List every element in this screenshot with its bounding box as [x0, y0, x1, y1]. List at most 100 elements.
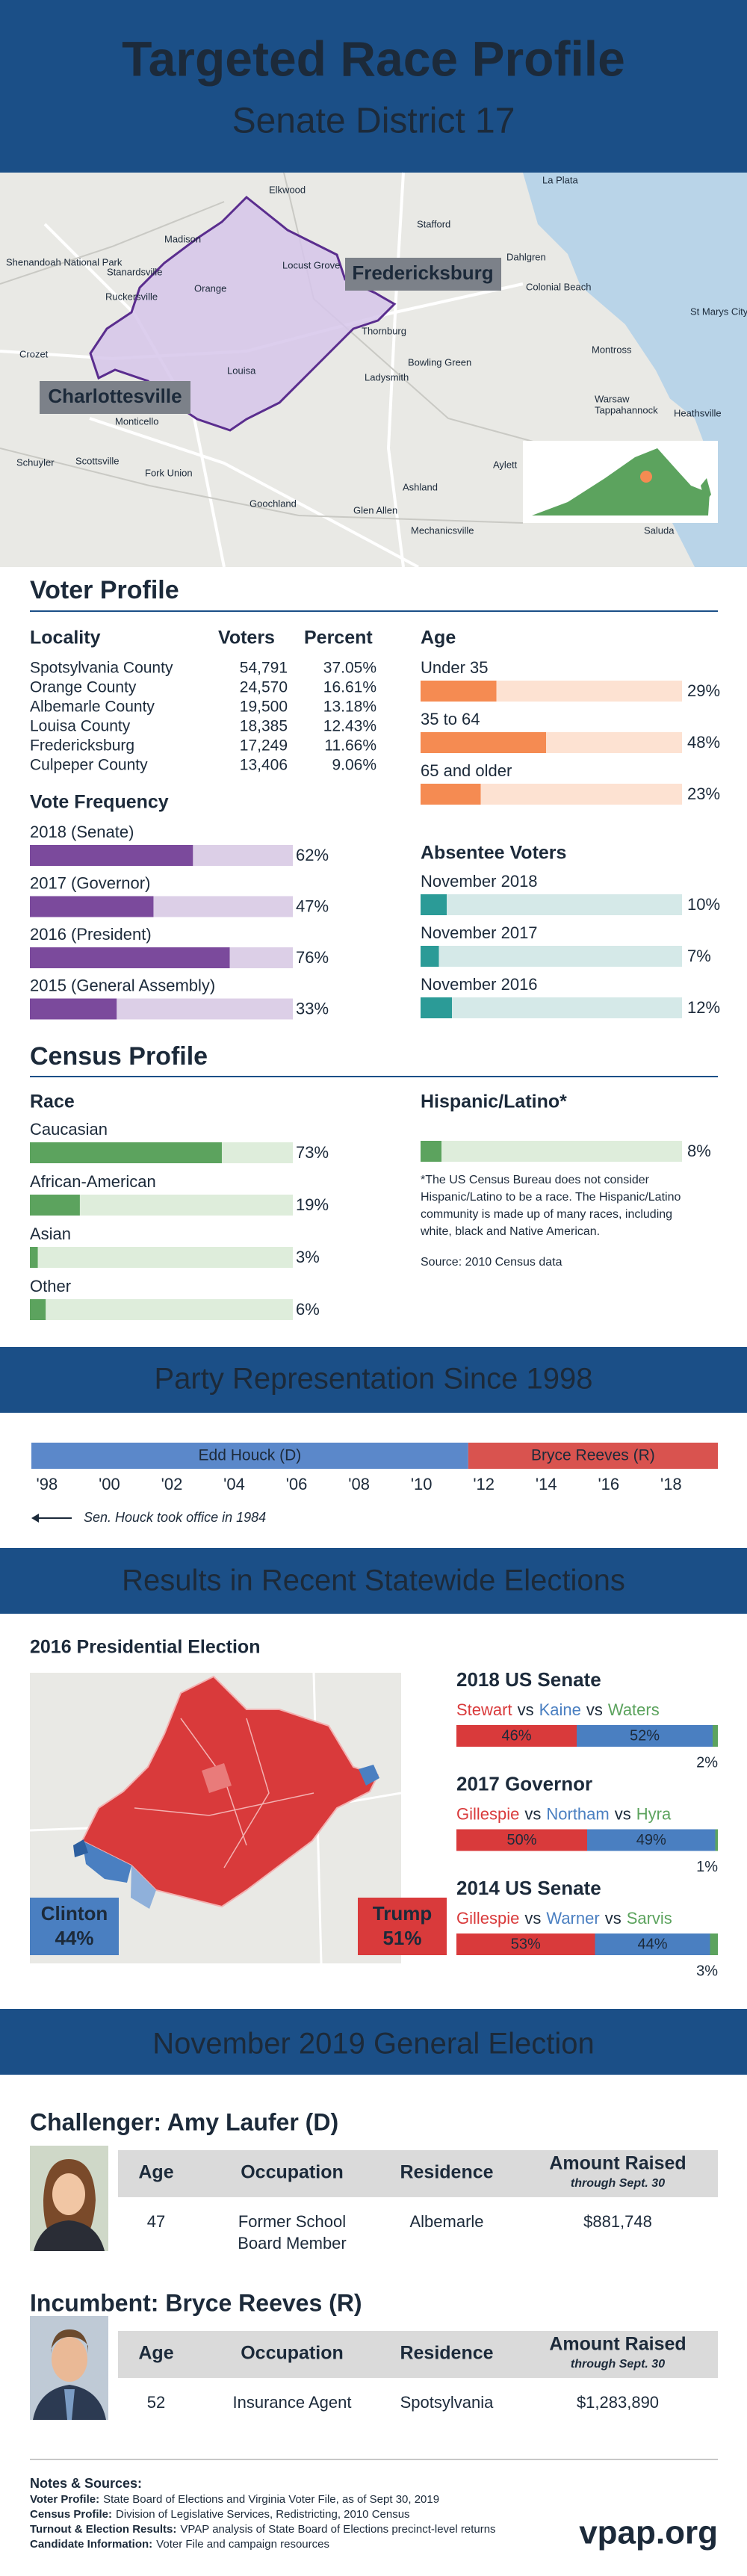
note-label: Voter Profile: — [30, 2493, 99, 2506]
note-line: Candidate Information: Voter File and cam… — [30, 2538, 329, 2551]
column-header: Voters — [218, 628, 275, 648]
map-place: La Plata — [542, 174, 578, 185]
race-candidates: Gillespie vs Northam vs Hyra — [456, 1804, 672, 1823]
connector: vs — [605, 1909, 622, 1928]
bar-label: 65 and older — [421, 761, 512, 780]
candidate-name: Hyra — [636, 1804, 672, 1823]
x-tick-label: '12 — [473, 1475, 495, 1493]
race-candidates: Stewart vs Kaine vs Waters — [456, 1700, 660, 1719]
section-band — [0, 1347, 747, 1413]
bar — [30, 998, 117, 1020]
bar — [30, 896, 154, 917]
value-label: 49% — [636, 1832, 666, 1848]
value-label: 12% — [687, 998, 720, 1017]
column-note: through Sept. 30 — [571, 2358, 665, 2371]
connector: vs — [615, 1804, 631, 1823]
bar-label: 2018 (Senate) — [30, 823, 134, 841]
column-header: Occupation — [241, 2162, 344, 2183]
column-header: Residence — [400, 2343, 493, 2364]
value-label: 2% — [696, 1754, 718, 1771]
bar — [421, 894, 447, 915]
map-place: Scottsville — [75, 455, 120, 466]
x-tick-label: '04 — [223, 1475, 245, 1493]
column-header: Amount Raised — [549, 2153, 686, 2174]
table-cell: 19,500 — [240, 699, 288, 716]
inset-state — [532, 448, 710, 515]
note-line: Census Profile: Division of Legislative S… — [30, 2508, 410, 2521]
table-cell: Orange County — [30, 679, 137, 696]
timeline-segment — [468, 1443, 718, 1469]
connector: vs — [524, 1909, 541, 1928]
table-cell: 54,791 — [240, 660, 288, 677]
value-label: 53% — [511, 1936, 541, 1952]
value-label: 44% — [637, 1936, 667, 1952]
x-tick-label: '16 — [598, 1475, 619, 1493]
group-title: Vote Frequency — [30, 792, 169, 813]
table-cell: 12.43% — [323, 718, 376, 735]
header-band — [0, 0, 747, 173]
result-box — [30, 1898, 119, 1955]
bar — [421, 1141, 441, 1162]
map-place: Stafford — [417, 218, 450, 229]
x-tick-label: '98 — [37, 1475, 58, 1493]
map-place: Tappahannock — [595, 404, 658, 415]
map-place: Warsaw — [595, 393, 630, 404]
bar-track — [421, 1141, 682, 1162]
map-place: Bowling Green — [408, 356, 471, 368]
district-map — [0, 172, 747, 569]
value-label: 3% — [696, 1963, 718, 1979]
table-cell: 13.18% — [323, 699, 376, 716]
section-band — [0, 2009, 747, 2075]
result-bar — [710, 1933, 718, 1955]
table-cell: 52 — [147, 2393, 165, 2412]
value-label: 23% — [687, 784, 720, 803]
candidate-photo — [30, 2146, 108, 2251]
table-cell: Former School — [238, 2212, 346, 2231]
value-label: 10% — [687, 895, 720, 914]
note-text: State Board of Elections and Virginia Vo… — [103, 2493, 439, 2506]
map-place: Ashland — [403, 481, 438, 492]
group-title: Age — [421, 628, 456, 648]
x-tick-label: '02 — [161, 1475, 183, 1493]
x-tick-label: '00 — [99, 1475, 120, 1493]
table-cell: 47 — [147, 2212, 165, 2231]
map-label: Charlottesville — [48, 385, 182, 407]
value-label: 33% — [296, 999, 329, 1018]
x-tick-label: '14 — [536, 1475, 557, 1493]
column-header: Occupation — [241, 2343, 344, 2364]
note-line: Voter Profile: State Board of Elections a… — [30, 2493, 439, 2506]
table-cell: 13,406 — [240, 757, 288, 774]
note-text: VPAP analysis of State Board of Election… — [180, 2523, 495, 2536]
map-place: Montross — [592, 344, 632, 355]
bar-track — [421, 946, 682, 967]
map-place: Aylett — [493, 459, 518, 470]
bar-track — [30, 1247, 293, 1268]
inset-marker — [640, 471, 652, 483]
map-place: St Marys City — [690, 306, 747, 317]
table-cell: 16.61% — [323, 679, 376, 696]
result-bar — [456, 1933, 595, 1955]
footnote: white, black and Native American. — [420, 1225, 600, 1238]
race-title: 2018 US Senate — [456, 1668, 601, 1691]
section-band — [0, 1548, 747, 1614]
bar-label: 2015 (General Assembly) — [30, 976, 215, 994]
map-place: Crozet — [19, 348, 49, 359]
value-label: 8% — [687, 1142, 711, 1160]
result-bar — [456, 1829, 587, 1851]
footnote: *The US Census Bureau does not consider — [421, 1174, 650, 1186]
x-tick-label: '10 — [411, 1475, 433, 1493]
table-cell: 17,249 — [240, 737, 288, 755]
connector: vs — [518, 1700, 534, 1719]
band-title: November 2019 General Election — [152, 2028, 594, 2061]
notes-title: Notes & Sources: — [30, 2476, 142, 2491]
timeline-segment — [31, 1443, 468, 1469]
x-tick-label: '18 — [660, 1475, 682, 1493]
table-cell: Spotsylvania — [400, 2393, 495, 2412]
bar — [30, 1299, 46, 1320]
result-bar — [456, 1725, 577, 1747]
bar-label: Caucasian — [30, 1120, 108, 1139]
bar-label: Under 35 — [421, 658, 489, 677]
value-label: 52% — [630, 1727, 660, 1744]
map-place: Ruckersville — [105, 291, 158, 302]
